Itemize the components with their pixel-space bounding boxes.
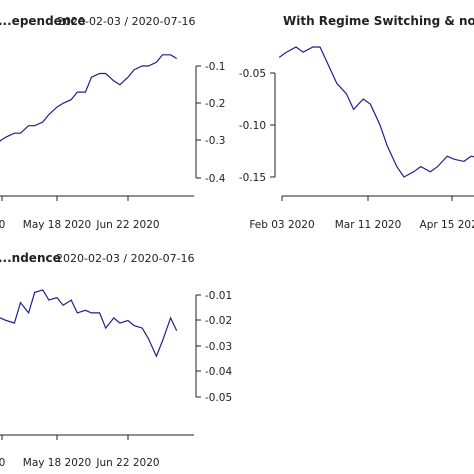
panel-2-x-tick-label: Apr 15 2020 [420,219,474,231]
panel-2-series-line [278,46,474,178]
panel-3-y-tick-label: -0.02 [205,315,232,327]
panel-1-x-tick-label: May 18 2020 [23,219,91,231]
panel-3-y-tick-label: -0.04 [205,366,232,378]
panel-3-y-tick-label: -0.01 [205,290,232,302]
panel-1-title: ...ependence [0,14,86,28]
panel-3-y-tick-label: -0.03 [205,341,232,353]
panel-3-title: ...ndence [0,251,61,265]
panel-2-title: With Regime Switching & no de... [283,14,474,28]
panel-1-series-line [0,54,178,143]
panel-1-x-tick-label: 0 [0,219,5,231]
panel-2-y-tick-label: -0.10 [239,120,266,132]
panel-2-y-tick-label: -0.15 [239,172,266,184]
panel-3-x-tick-label: May 18 2020 [23,457,91,469]
panel-1-y-tick-label: -0.2 [205,98,226,110]
panel-3-y-tick-label: -0.05 [205,392,232,404]
panel-top-left: ...ependence 2020-02-03 / 2020-07-16 0 M… [0,14,226,231]
panel-top-right: With Regime Switching & no de... Feb 03 … [239,14,474,231]
panel-1-y-tick-label: -0.4 [205,173,226,185]
panel-3-series-line [0,289,178,358]
panel-3-x-tick-label: Jun 22 2020 [95,457,159,469]
panel-1-x-tick-label: Jun 22 2020 [95,219,159,231]
panel-1-y-tick-label: -0.3 [205,135,226,147]
panel-bottom-left: ...ndence 2020-02-03 / 2020-07-16 0 May … [0,251,232,469]
panel-1-y-tick-label: -0.1 [205,61,226,73]
panel-1-date-range: 2020-02-03 / 2020-07-16 [57,15,196,28]
panel-2-x-tick-label: Feb 03 2020 [249,219,314,231]
panel-2-y-tick-label: -0.05 [239,68,266,80]
panel-3-date-range: 2020-02-03 / 2020-07-16 [56,252,195,265]
panel-2-x-tick-label: Mar 11 2020 [335,219,402,231]
panel-3-x-tick-label: 0 [0,457,5,469]
